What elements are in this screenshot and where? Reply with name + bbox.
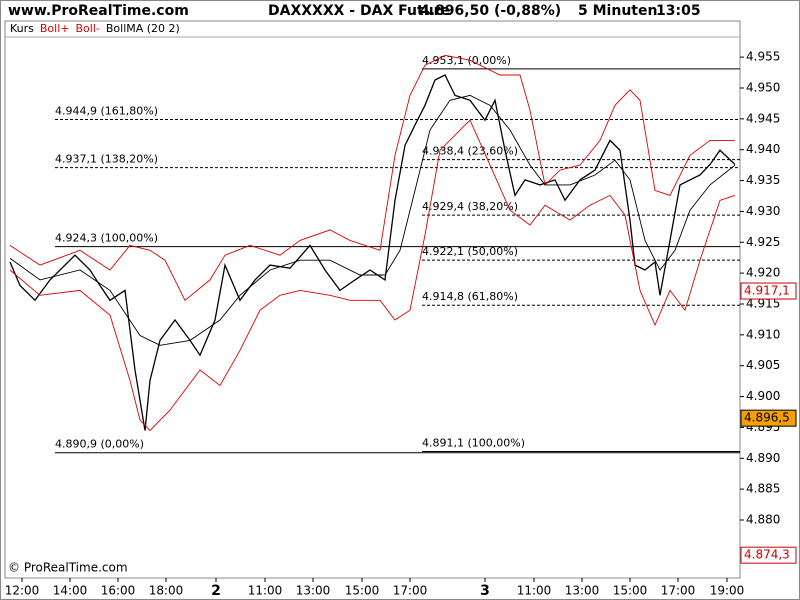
price-marker-box — [740, 546, 797, 564]
y-tick-label: 4.920 — [746, 266, 780, 280]
x-tick-label: 18:00 — [149, 584, 184, 598]
y-tick-label: 4.900 — [746, 389, 780, 403]
price-marker-label: 4.874,3 — [744, 548, 790, 562]
time: 13:05 — [656, 3, 701, 19]
legend: Kurs Boll+ Boll- BollMA (20 2) — [10, 22, 180, 35]
x-tick-label: 11:00 — [517, 584, 552, 598]
x-tick-label: 12:00 — [5, 584, 40, 598]
y-tick-label: 4.925 — [746, 235, 780, 249]
x-tick-label: 13:00 — [565, 584, 600, 598]
level-label: 4.953,1 (0,00%) — [422, 54, 511, 67]
series-line — [9, 54, 735, 302]
y-tick-label: 4.885 — [746, 482, 780, 496]
x-tick-label: 2 — [211, 583, 221, 599]
y-tick-label: 4.880 — [746, 512, 780, 526]
series-line — [9, 94, 736, 346]
price-marker-box — [740, 282, 797, 300]
x-tick-label: 3 — [480, 583, 490, 599]
level-label: 4.922,1 (50,00%) — [422, 245, 518, 258]
plot-frame — [4, 20, 741, 579]
price-marker-label: 4.917,1 — [744, 284, 790, 298]
level-label: 4.890,9 (0,00%) — [55, 438, 144, 451]
interval: 5 Minuten — [578, 3, 657, 19]
x-tick-label: 16:00 — [101, 584, 136, 598]
instrument: DAXXXXX - DAX Future — [268, 3, 450, 19]
footer: © ProRealTime.com — [8, 561, 128, 575]
y-tick-label: 4.905 — [746, 358, 780, 372]
y-tick-label: 4.930 — [746, 204, 780, 218]
y-tick-label: 4.955 — [746, 50, 780, 64]
y-tick-label: 4.890 — [746, 451, 780, 465]
level-label: 4.914,8 (61,80%) — [422, 290, 518, 303]
legend-entry: Kurs — [10, 22, 34, 35]
level-label: 4.924,3 (100,00%) — [55, 232, 158, 245]
y-tick-label: 4.945 — [746, 111, 780, 125]
site: www.ProRealTime.com — [8, 3, 189, 19]
y-tick-label: 4.915 — [746, 296, 780, 310]
level-label: 4.929,4 (38,20%) — [422, 200, 518, 213]
y-tick-label: 4.950 — [746, 80, 780, 94]
x-tick-label: 15:00 — [345, 584, 380, 598]
price-marker-label: 4.896,5 — [744, 411, 790, 425]
y-tick-label: 4.935 — [746, 173, 780, 187]
level-label: 4.938,4 (23,60%) — [422, 145, 518, 158]
y-tick-label: 4.940 — [746, 142, 780, 156]
y-tick-label: 4.910 — [746, 327, 780, 341]
x-tick-label: 19:00 — [710, 584, 745, 598]
x-tick-label: 15:00 — [613, 584, 648, 598]
x-tick-label: 17:00 — [393, 584, 428, 598]
x-tick-label: 13:00 — [296, 584, 331, 598]
quote: 4.896,50 (-0,88%) — [420, 3, 561, 19]
level-label: 4.944,9 (161,80%) — [55, 104, 158, 117]
level-label: 4.891,1 (100,00%) — [422, 436, 525, 449]
legend-entry: Boll- — [76, 22, 100, 35]
price-marker-box — [740, 409, 797, 427]
x-tick-label: 11:00 — [248, 584, 283, 598]
x-tick-label: 17:00 — [661, 584, 696, 598]
x-tick-label: 14:00 — [53, 584, 88, 598]
level-label: 4.937,1 (138,20%) — [55, 153, 158, 166]
legend-entry: Boll+ — [40, 22, 70, 35]
series-line — [9, 119, 736, 432]
legend-entry: BollMA (20 2) — [106, 22, 180, 35]
